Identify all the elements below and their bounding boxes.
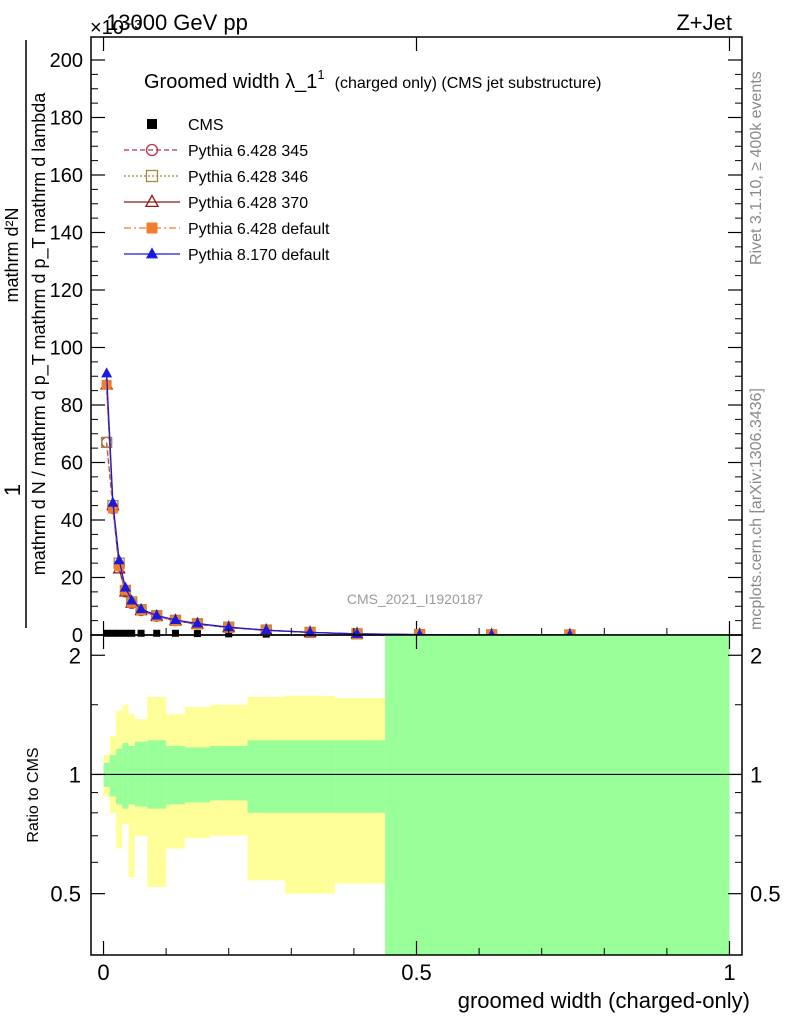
- ratio-y-label: Ratio to CMS: [25, 747, 42, 842]
- legend-marker-pythia-6-428-345: [145, 143, 159, 157]
- y-tick-label: 0: [72, 625, 83, 647]
- process-label: Z+Jet: [676, 10, 732, 35]
- ratio-y-tick-label-right: 0.5: [750, 882, 781, 907]
- band-bin-stat: [116, 748, 123, 805]
- data-point-pythia-8-170-default: [304, 626, 316, 637]
- data-point-cms: [121, 629, 129, 637]
- main-y-ticks: 0 20 40 60 80 100 120 140 160 180 200: [50, 37, 742, 647]
- data-point-pythia-8-170-default: [107, 496, 119, 507]
- data-point-cms: [153, 629, 161, 637]
- chart-title-main: Groomed width λ_1: [144, 71, 317, 93]
- ratio-bands: [103, 635, 730, 955]
- ratio-y-tick-label-right: 2: [750, 643, 762, 668]
- data-point-cms: [128, 629, 136, 637]
- y-tick-label: 60: [61, 453, 83, 475]
- legend: CMS Pythia 6.428 345 Pythia 6.428 346 Pythi…: [124, 117, 330, 264]
- y-axis-label-denominator: mathrm d N / mathrm d p_T mathrm d p_T m…: [29, 92, 50, 575]
- y-axis-label-top: 1: [0, 484, 25, 496]
- legend-marker-pythia-6-428-346: [145, 169, 159, 183]
- data-point-pythia-8-170-default: [151, 609, 163, 620]
- band-bin-stat: [122, 743, 129, 809]
- series-line-pythia-6-428-346: [105, 442, 570, 636]
- y-tick-label: 140: [50, 223, 83, 245]
- band-bin-stat: [109, 754, 117, 797]
- data-point-pythia-8-170-default: [126, 594, 138, 605]
- mcplots-label: mcplots.cern.ch [arXiv:1306.3436]: [748, 388, 765, 630]
- y-tick-label: 200: [50, 50, 83, 72]
- data-point-pythia-8-170-default: [191, 617, 203, 628]
- legend-label-cms: CMS: [188, 117, 224, 134]
- watermark: CMS_2021_I1920187: [347, 591, 483, 607]
- ratio-y-tick-label: 0.5: [50, 882, 81, 907]
- legend-label-pythia-6-428-346: Pythia 6.428 346: [188, 169, 308, 186]
- ratio-plot: 0.5 0.51 12 20 0.5 1 Ratio to CMS groomed wid…: [25, 628, 781, 1013]
- data-point-pythia-8-170-default: [223, 621, 235, 632]
- data-point-cms: [193, 630, 201, 638]
- series-line-pythia-6-428-370: [105, 384, 570, 636]
- data-point-pythia-6-428-346: [100, 436, 113, 449]
- main-series: [100, 367, 577, 641]
- data-point-cms: [172, 629, 180, 637]
- y-tick-label: 160: [50, 165, 83, 187]
- data-point-pythia-8-170-default: [113, 554, 125, 565]
- band-bin-stat: [166, 745, 185, 805]
- y-tick-label: 120: [50, 280, 83, 302]
- exponent-label: ×10⁻³: [90, 17, 141, 39]
- data-point-pythia-8-170-default: [101, 367, 113, 378]
- ratio-y-tick-label-right: 1: [750, 762, 762, 787]
- legend-marker-pythia-6-428-370: [144, 194, 160, 208]
- band-bin-stat: [335, 740, 386, 813]
- energy-label: 13000 GeV pp: [106, 10, 248, 35]
- data-point-pythia-8-170-default: [119, 581, 131, 592]
- legend-marker-pythia-8-170-default: [145, 247, 159, 259]
- ratio-y-tick-label: 2: [69, 643, 81, 668]
- x-tick-label: 1: [723, 960, 735, 985]
- ratio-ticks: 0.5 0.51 12 20 0.5 1: [50, 628, 781, 985]
- y-tick-label: 180: [50, 108, 83, 130]
- y-tick-label: 20: [61, 568, 83, 590]
- band-bin-stat: [128, 745, 135, 805]
- data-point-pythia-8-170-default: [135, 603, 147, 614]
- data-point-cms: [115, 629, 123, 637]
- band-bin-stat: [247, 740, 286, 813]
- chart-title-rest: (charged only) (CMS jet substructure): [335, 75, 602, 92]
- series-line-pythia-6-428-default: [105, 384, 570, 636]
- legend-marker-cms: [147, 119, 157, 129]
- chart-title-sup: 1: [317, 67, 324, 82]
- legend-label-pythia-6-428-370: Pythia 6.428 370: [188, 195, 308, 212]
- legend-label-pythia-8-170-default: Pythia 8.170 default: [188, 247, 330, 264]
- y-tick-label: 100: [50, 338, 83, 360]
- series-line-pythia-6-428-345: [105, 442, 570, 636]
- data-point-cms: [109, 629, 117, 637]
- main-plot: 0 20 40 60 80 100 120 140 160 180 200 Groomed widt…: [0, 36, 743, 647]
- legend-label-pythia-6-428-345: Pythia 6.428 345: [188, 143, 308, 160]
- y-tick-label: 80: [61, 395, 83, 417]
- rivet-label: Rivet 3.1.10, ≥ 400k events: [748, 71, 765, 265]
- legend-label-pythia-6-428-default: Pythia 6.428 default: [188, 221, 330, 238]
- series-line-pythia-8-170-default: [105, 373, 570, 636]
- y-axis-label-numerator: mathrm d²N: [2, 207, 22, 302]
- band-bin-stat: [285, 740, 336, 813]
- x-axis-label: groomed width (charged-only): [458, 988, 750, 1013]
- legend-marker-pythia-6-428-default: [146, 222, 158, 234]
- y-tick-label: 40: [61, 510, 83, 532]
- data-point-cms: [103, 629, 111, 637]
- x-tick-label: 0.5: [401, 960, 432, 985]
- band-bin-stat: [209, 745, 248, 801]
- data-point-pythia-6-428-default: [114, 561, 125, 571]
- ratio-y-tick-label: 1: [69, 762, 81, 787]
- chart-title: Groomed width λ_11 (charged only) (CMS je…: [144, 67, 601, 93]
- data-point-pythia-8-170-default: [170, 614, 182, 625]
- x-tick-label: 0: [97, 960, 109, 985]
- data-point-cms: [137, 629, 145, 637]
- band-bin-stat: [385, 635, 730, 955]
- data-point-pythia-8-170-default: [260, 624, 272, 635]
